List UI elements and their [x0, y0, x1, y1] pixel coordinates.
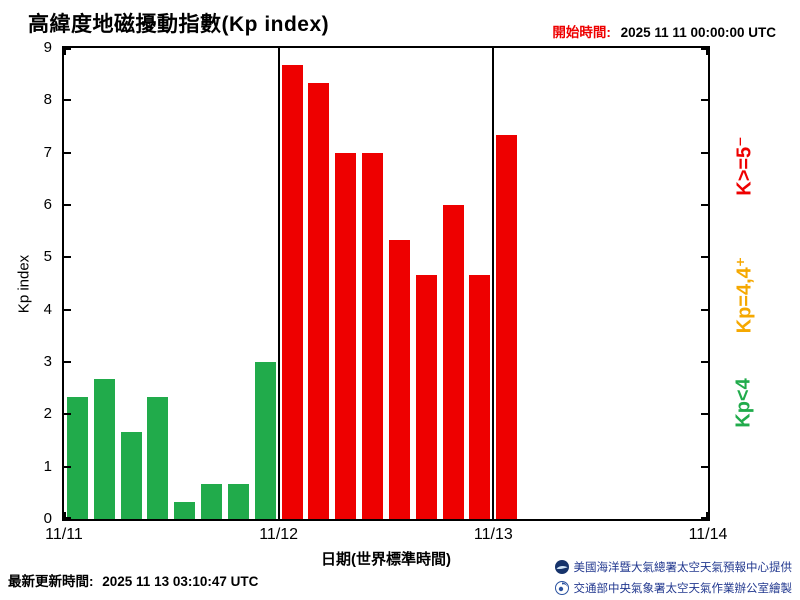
tick-mark	[701, 151, 708, 154]
legend-green-label: Kp<4	[732, 378, 755, 428]
day-gridline	[277, 48, 280, 519]
start-time-value: 2025 11 11 00:00:00 UTC	[620, 25, 776, 40]
y-tick-label: 8	[43, 91, 52, 109]
noaa-logo-icon	[554, 559, 569, 574]
y-tick-label: 9	[43, 39, 52, 56]
tick-mark	[701, 256, 708, 259]
kp-bar	[120, 431, 142, 519]
tick-mark	[64, 256, 71, 259]
y-tick-label: 5	[43, 248, 52, 266]
credits: 美國海洋暨大氣總署太空天氣預報中心提供 交通部中央氣象署太空天氣作業辦公室繪製	[554, 557, 793, 597]
plot-area	[62, 46, 710, 521]
tick-mark	[701, 361, 708, 363]
tick-mark	[277, 48, 280, 55]
kp-bar	[335, 152, 357, 519]
kp-bar	[388, 240, 410, 519]
tick-mark	[64, 361, 71, 363]
tick-mark	[701, 204, 708, 206]
tick-mark	[64, 465, 71, 468]
start-time: 開始時間: 2025 11 11 00:00:00 UTC	[552, 21, 776, 41]
tick-mark	[64, 308, 71, 311]
kp-bar	[496, 135, 518, 519]
tick-mark	[492, 48, 495, 55]
last-updated: 最新更新時間: 2025 11 13 03:10:47 UTC	[8, 570, 258, 590]
credit-row-noaa: 美國海洋暨大氣總署太空天氣預報中心提供	[554, 557, 793, 576]
kp-bar	[174, 501, 196, 519]
kp-bar	[469, 274, 491, 519]
tick-mark	[701, 517, 708, 519]
legend-yellow-label: Kp=4,4⁺	[733, 256, 756, 334]
tick-mark	[64, 512, 66, 519]
tick-mark	[64, 517, 71, 519]
tick-mark	[701, 48, 708, 50]
credit-cwb-text: 交通部中央氣象署太空天氣作業辦公室繪製	[573, 582, 793, 595]
cwb-logo-icon	[554, 580, 569, 595]
y-tick-label: 6	[43, 196, 52, 213]
page-title: 高緯度地磁擾動指數(Kp index)	[28, 13, 330, 36]
kp-bar	[362, 152, 384, 519]
tick-mark	[492, 512, 495, 519]
tick-mark	[706, 512, 708, 519]
x-tick-label: 11/11	[45, 526, 83, 543]
kp-bar	[66, 397, 88, 519]
x-tick-label: 11/13	[473, 526, 513, 543]
x-axis-title: 日期(世界標準時間)	[321, 551, 451, 568]
legend-red-label: K>=5⁻	[733, 136, 756, 196]
last-updated-label: 最新更新時間:	[8, 574, 94, 589]
kp-bar	[442, 205, 464, 519]
tick-mark	[277, 512, 280, 519]
tick-mark	[701, 465, 708, 468]
y-tick-label: 3	[43, 353, 52, 370]
y-tick-label: 0	[43, 510, 52, 527]
tick-mark	[701, 99, 708, 102]
y-tick-label: 2	[43, 405, 52, 423]
tick-mark	[64, 151, 71, 154]
tick-mark	[64, 413, 71, 416]
tick-mark	[701, 413, 708, 416]
kp-bar	[308, 83, 330, 519]
x-tick-label: 11/14	[688, 526, 728, 543]
tick-mark	[64, 99, 71, 102]
credit-row-cwb: 交通部中央氣象署太空天氣作業辦公室繪製	[554, 578, 793, 597]
tick-mark	[64, 48, 66, 55]
day-gridline	[492, 48, 495, 519]
kp-bar	[93, 379, 115, 519]
x-tick-label: 11/12	[259, 526, 299, 543]
credit-noaa-text: 美國海洋暨大氣總署太空天氣預報中心提供	[573, 561, 793, 574]
tick-mark	[701, 308, 708, 311]
tick-mark	[64, 204, 71, 206]
start-time-label: 開始時間:	[552, 25, 611, 40]
kp-bar	[281, 65, 303, 519]
kp-bar	[415, 274, 437, 519]
y-tick-label: 4	[43, 300, 52, 318]
kp-bar	[227, 483, 249, 519]
last-updated-value: 2025 11 13 03:10:47 UTC	[102, 574, 259, 589]
kp-bar	[201, 483, 223, 519]
y-tick-label: 1	[43, 457, 52, 475]
tick-mark	[706, 48, 708, 55]
kp-bar	[147, 397, 169, 519]
tick-mark	[64, 48, 71, 50]
kp-bar	[254, 362, 276, 519]
y-tick-label: 7	[43, 143, 52, 161]
